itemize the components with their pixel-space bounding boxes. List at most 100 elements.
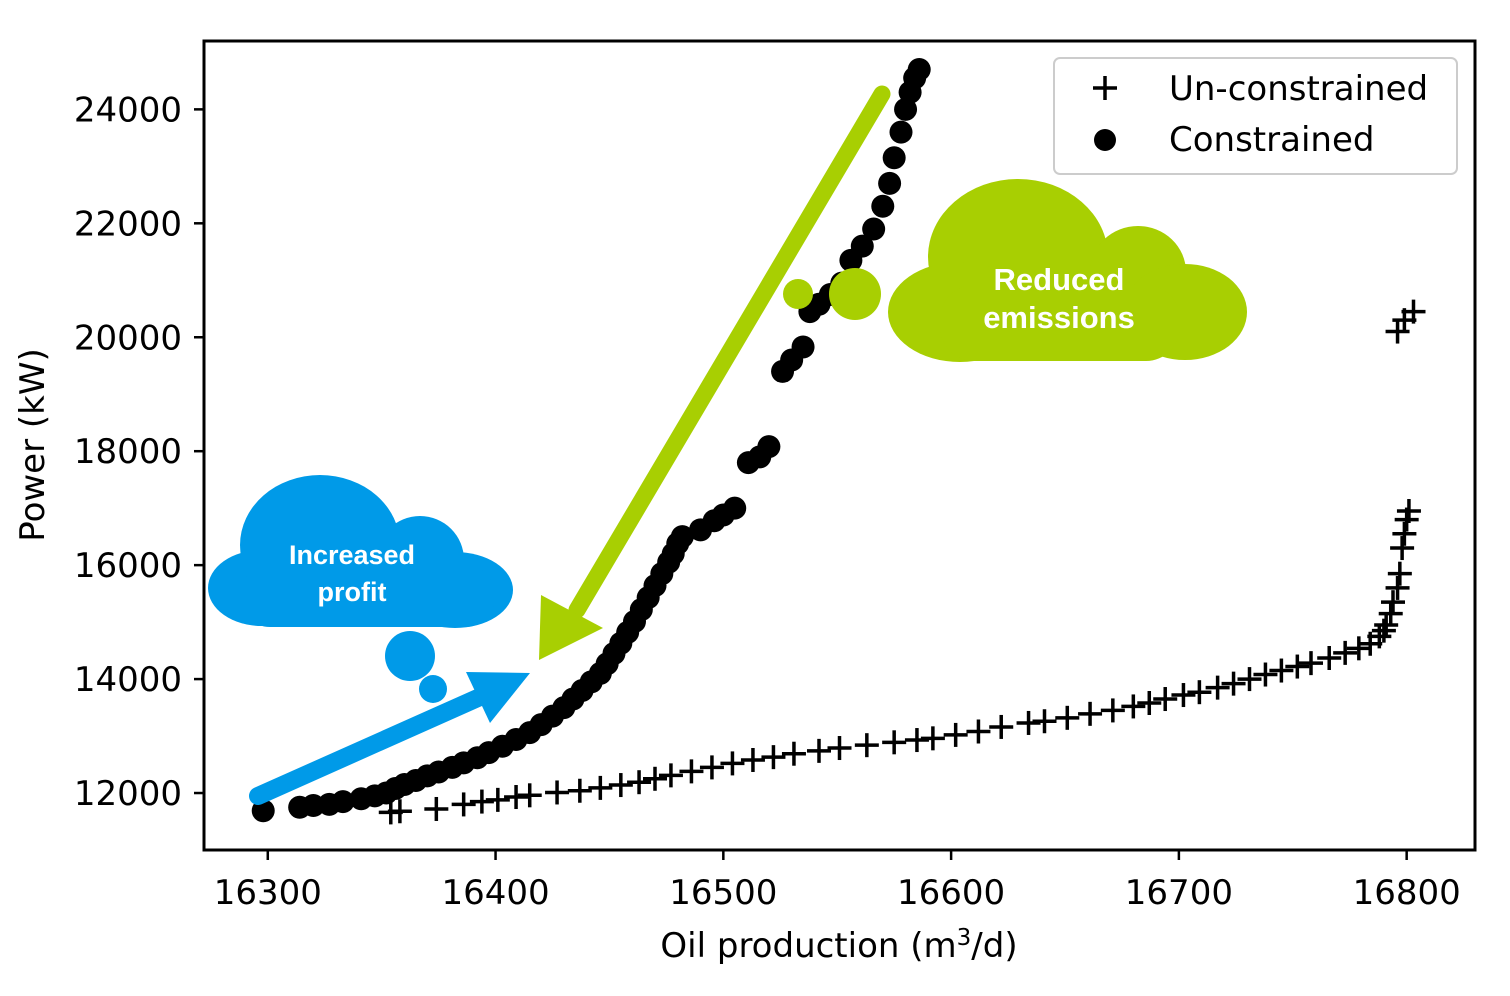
plus-marker <box>720 751 745 776</box>
plus-marker <box>517 783 542 808</box>
plus-marker <box>854 733 879 758</box>
plus-marker <box>989 714 1014 739</box>
circle-marker <box>862 217 886 241</box>
y-tick-label: 20000 <box>74 318 182 358</box>
plus-marker <box>1385 575 1410 600</box>
plus-marker <box>424 796 449 821</box>
plus-marker <box>1378 601 1403 626</box>
legend-label-un-constrained: Un-constrained <box>1169 69 1428 109</box>
plus-marker <box>1171 683 1196 708</box>
y-tick-label: 24000 <box>74 90 182 130</box>
circle-marker <box>331 790 355 814</box>
plus-marker <box>1100 698 1125 723</box>
x-axis: 16300 16400 16500 16600 16700 16800 <box>214 850 1461 913</box>
y-tick-label: 14000 <box>74 660 182 700</box>
x-tick-label: 16700 <box>1125 873 1233 913</box>
y-tick-label: 18000 <box>74 432 182 472</box>
plus-marker <box>588 775 613 800</box>
x-tick-label: 16300 <box>214 873 322 913</box>
plus-marker <box>966 719 991 744</box>
circle-marker <box>907 57 931 81</box>
green-cloud-callout: Reduced emissions <box>783 179 1247 362</box>
plus-marker <box>485 787 510 812</box>
circle-marker <box>670 525 694 549</box>
plus-marker <box>1381 590 1405 615</box>
plus-marker <box>1253 662 1278 687</box>
plus-marker <box>1269 658 1294 683</box>
x-tick-label: 16500 <box>669 873 777 913</box>
x-tick-label: 16600 <box>897 873 1005 913</box>
plus-marker <box>882 730 907 755</box>
y-axis-title: Power (kW) <box>13 348 53 541</box>
green-callout-line1: Reduced <box>994 262 1125 297</box>
plus-marker <box>740 747 765 772</box>
legend-label-constrained: Constrained <box>1169 120 1374 160</box>
plus-marker <box>1392 521 1417 546</box>
plot-frame <box>202 39 1477 852</box>
plus-marker <box>1374 612 1399 637</box>
plus-marker <box>1401 299 1426 324</box>
plus-marker <box>627 770 652 795</box>
plus-marker <box>387 799 412 824</box>
legend-circle-marker <box>1094 129 1116 151</box>
plus-marker <box>643 766 667 791</box>
plus-marker <box>1390 536 1415 561</box>
plus-marker <box>761 745 786 770</box>
plus-marker <box>1137 691 1162 716</box>
plus-marker <box>1187 680 1212 705</box>
legend: Un-constrained Constrained <box>1053 57 1458 175</box>
blue-callout-line2: profit <box>318 577 387 607</box>
plus-marker <box>781 741 806 766</box>
plus-marker <box>1333 640 1358 665</box>
x-tick-label: 16800 <box>1353 873 1461 913</box>
blue-cloud-callout: Increased profit <box>208 475 513 703</box>
plus-marker <box>807 738 831 763</box>
circle-marker <box>850 234 874 258</box>
circle-marker <box>757 435 781 459</box>
plus-marker <box>699 755 724 780</box>
y-tick-label: 12000 <box>74 774 182 814</box>
blue-callout-line1: Increased <box>289 540 415 570</box>
plus-marker <box>451 792 476 817</box>
x-axis-title: Oil production (m3/d) <box>660 925 1017 966</box>
y-tick-label: 16000 <box>74 546 182 586</box>
plus-marker <box>1346 636 1371 661</box>
series-constrained <box>251 57 931 823</box>
plus-marker <box>1237 667 1262 692</box>
plus-marker <box>1121 694 1146 719</box>
plus-marker <box>827 736 852 761</box>
plus-marker <box>679 759 704 784</box>
plus-marker <box>1285 654 1310 679</box>
plus-marker <box>1032 709 1057 734</box>
plus-marker <box>545 780 570 805</box>
plus-marker <box>658 763 683 788</box>
plus-marker <box>1387 561 1412 586</box>
series-un-constrained <box>378 299 1426 825</box>
legend-plus-marker <box>1093 76 1117 100</box>
plus-marker <box>608 773 633 798</box>
plus-marker <box>1078 701 1103 726</box>
green-arrow <box>539 85 891 660</box>
circle-marker <box>723 496 747 520</box>
circle-marker <box>889 120 913 144</box>
plus-marker <box>1371 618 1396 643</box>
plus-marker <box>1299 651 1323 676</box>
legend-box <box>1053 57 1458 175</box>
plus-marker <box>1055 705 1080 730</box>
circle-marker <box>882 146 906 170</box>
y-axis: 12000 14000 16000 18000 20000 22000 24000 <box>74 90 204 814</box>
plus-marker <box>943 722 968 747</box>
plus-marker <box>1317 646 1342 671</box>
plus-marker <box>1153 687 1178 712</box>
plus-marker <box>1221 671 1246 696</box>
circle-marker <box>871 194 895 218</box>
plus-marker <box>920 726 945 751</box>
plus-marker <box>1205 675 1230 700</box>
green-callout-line2: emissions <box>983 300 1135 335</box>
circle-marker <box>878 171 902 195</box>
blue-arrow <box>249 672 530 805</box>
x-tick-label: 16400 <box>441 873 549 913</box>
plus-marker <box>567 778 592 803</box>
y-tick-label: 22000 <box>74 204 182 244</box>
